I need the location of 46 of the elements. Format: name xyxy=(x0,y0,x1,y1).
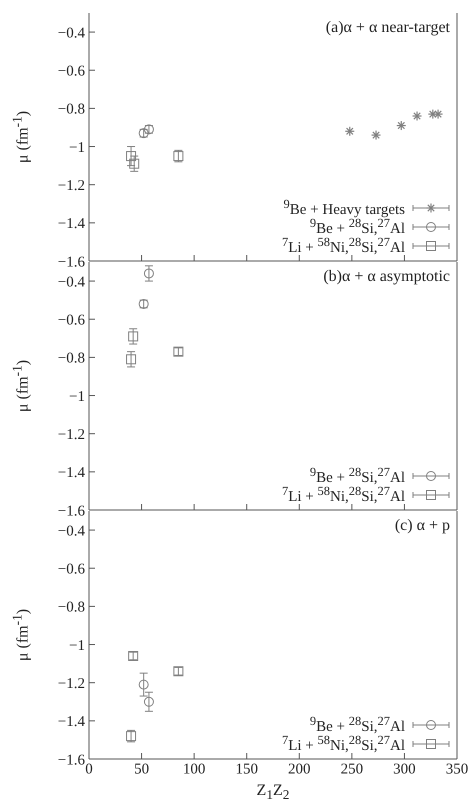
y-tick-label: −1.2 xyxy=(58,676,85,692)
legend-label: $^{7}$Li + $^{58}$Ni,$^{28}$Si,$^{27}$Al xyxy=(282,484,405,504)
x-tick-label: 0 xyxy=(85,762,93,778)
y-tick-label: −1.2 xyxy=(58,427,85,444)
legend-label: $^{9}$Be + $^{28}$Si,$^{27}$Al xyxy=(310,464,405,486)
x-tick-label: 250 xyxy=(340,762,364,778)
y-tick-label: −1.2 xyxy=(58,178,85,194)
x-tick-label: 150 xyxy=(235,762,258,778)
y-tick-label: −1 xyxy=(69,638,85,654)
x-tick-label: 350 xyxy=(446,762,468,778)
point xyxy=(138,680,149,690)
legend-label: $^{7}$Li + $^{58}$Ni,$^{28}$Si,$^{27}$Al xyxy=(282,732,405,754)
y-tick-label: −1.4 xyxy=(58,714,86,730)
x-tick-label: 50 xyxy=(134,762,150,778)
legend-label: $^{9}$Be + $^{28}$Si,$^{27}$Al xyxy=(310,714,405,734)
chart-title: (b)α + α asymptotic xyxy=(323,268,450,286)
point xyxy=(129,158,140,169)
y-tick-label: −0.4 xyxy=(58,523,86,540)
legend-label: $^{9}$Be + Heavy targets xyxy=(284,196,405,218)
x-tick-label: 100 xyxy=(182,762,206,778)
y-tick-label: −0.6 xyxy=(58,562,86,578)
y-tick-label: −1 xyxy=(69,140,85,156)
point xyxy=(144,268,154,278)
y-tick-label: −1.6 xyxy=(58,752,86,768)
point xyxy=(128,331,138,342)
y-tick-label: −1.6 xyxy=(58,254,86,270)
y-tick-label: −1.4 xyxy=(58,465,86,482)
y-tick-label: −0.6 xyxy=(58,64,86,80)
y-tick-label: −1.6 xyxy=(58,503,86,520)
legend-label: $^{7}$Li + $^{58}$Ni,$^{28}$Si,$^{27}$Al xyxy=(282,234,405,256)
y-tick-label: −0.8 xyxy=(58,350,85,367)
y-tick-label: −0.8 xyxy=(58,102,85,118)
x-tick-label: 300 xyxy=(393,762,416,778)
y-tick-label: −1 xyxy=(69,388,85,405)
x-tick-label: 200 xyxy=(288,762,311,778)
y-tick-label: −0.6 xyxy=(58,312,86,329)
y-tick-label: −0.8 xyxy=(58,600,85,616)
point xyxy=(144,696,154,707)
y-tick-label: −1.4 xyxy=(58,216,86,232)
point xyxy=(126,151,136,162)
y-tick-label: −0.4 xyxy=(58,274,86,290)
x-axis-title: Z$_{1}$Z$_{2}$ xyxy=(256,782,290,803)
point xyxy=(126,354,136,364)
y-tick-label: −0.4 xyxy=(58,25,86,42)
chart-title: (a)α + α near-target xyxy=(326,19,450,37)
chart-title: (c) α + p xyxy=(394,517,450,535)
